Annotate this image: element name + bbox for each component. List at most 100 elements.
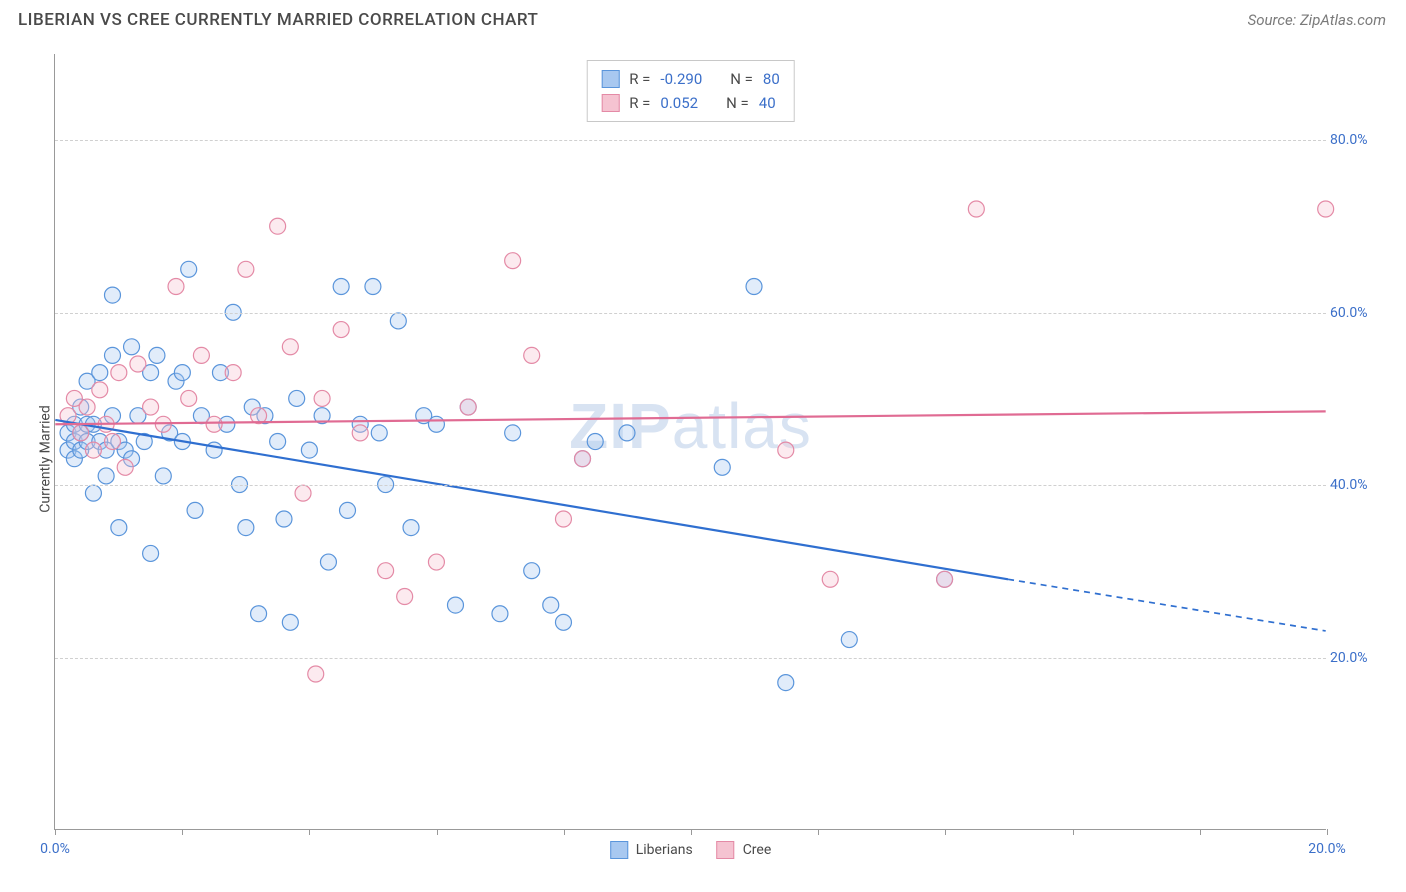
scatter-point xyxy=(251,606,267,622)
scatter-point xyxy=(289,390,305,406)
scatter-point xyxy=(73,425,89,441)
scatter-point xyxy=(543,597,559,613)
scatter-point xyxy=(124,339,140,355)
scatter-point xyxy=(111,365,127,381)
scatter-point xyxy=(295,485,311,501)
scatter-point xyxy=(85,485,101,501)
scatter-point xyxy=(619,425,635,441)
r-value: 0.052 xyxy=(660,91,698,115)
scatter-point xyxy=(301,442,317,458)
scatter-point xyxy=(270,218,286,234)
scatter-point xyxy=(333,322,349,338)
scatter-point xyxy=(524,347,540,363)
y-axis-label: Currently Married xyxy=(38,405,54,512)
scatter-point xyxy=(746,279,762,295)
x-tick xyxy=(945,829,946,835)
legend-series: Liberians Cree xyxy=(610,841,772,859)
scatter-point xyxy=(155,468,171,484)
scatter-point xyxy=(308,666,324,682)
scatter-point xyxy=(130,356,146,372)
gridline xyxy=(55,485,1326,486)
n-label: N = xyxy=(726,91,749,115)
scatter-point xyxy=(111,520,127,536)
legend-series-label: Cree xyxy=(743,842,772,858)
y-tick-label: 80.0% xyxy=(1330,132,1382,148)
scatter-point xyxy=(340,502,356,518)
scatter-point xyxy=(587,434,603,450)
scatter-point xyxy=(314,390,330,406)
scatter-point xyxy=(460,399,476,415)
legend-series-label: Liberians xyxy=(636,842,693,858)
scatter-point xyxy=(181,390,197,406)
scatter-point xyxy=(168,279,184,295)
x-tick xyxy=(691,829,692,835)
legend-series-item: Cree xyxy=(717,841,772,859)
n-label: N = xyxy=(730,67,753,91)
scatter-point xyxy=(85,442,101,458)
gridline xyxy=(55,658,1326,659)
scatter-point xyxy=(143,399,159,415)
trend-line xyxy=(55,411,1325,424)
scatter-point xyxy=(492,606,508,622)
legend-swatch xyxy=(601,94,619,112)
scatter-point xyxy=(371,425,387,441)
trend-line-dashed xyxy=(1008,579,1326,631)
x-tick-label: 0.0% xyxy=(40,841,70,857)
scatter-point xyxy=(143,545,159,561)
x-tick xyxy=(564,829,565,835)
legend-stat-row: R = 0.052N =40 xyxy=(601,91,780,115)
scatter-point xyxy=(505,425,521,441)
scatter-point xyxy=(225,365,241,381)
y-tick-label: 40.0% xyxy=(1330,477,1382,493)
x-tick xyxy=(1200,829,1201,835)
scatter-svg xyxy=(55,54,1326,829)
scatter-point xyxy=(270,434,286,450)
scatter-point xyxy=(524,563,540,579)
x-tick xyxy=(55,829,56,835)
scatter-point xyxy=(937,571,953,587)
x-tick xyxy=(1073,829,1074,835)
scatter-point xyxy=(397,589,413,605)
plot-area: ZIPatlas R =-0.290N =80R = 0.052N =40 Li… xyxy=(54,54,1326,830)
scatter-point xyxy=(238,520,254,536)
scatter-point xyxy=(92,365,108,381)
x-tick xyxy=(182,829,183,835)
scatter-point xyxy=(378,563,394,579)
legend-swatch xyxy=(717,841,735,859)
scatter-point xyxy=(282,614,298,630)
scatter-point xyxy=(403,520,419,536)
x-tick xyxy=(818,829,819,835)
y-tick-label: 60.0% xyxy=(1330,305,1382,321)
scatter-point xyxy=(352,425,368,441)
scatter-point xyxy=(575,451,591,467)
n-value: 40 xyxy=(759,91,776,115)
scatter-point xyxy=(841,632,857,648)
scatter-point xyxy=(193,347,209,363)
scatter-point xyxy=(320,554,336,570)
legend-series-item: Liberians xyxy=(610,841,693,859)
scatter-point xyxy=(505,253,521,269)
scatter-point xyxy=(714,459,730,475)
scatter-point xyxy=(238,261,254,277)
scatter-point xyxy=(447,597,463,613)
scatter-point xyxy=(79,399,95,415)
scatter-point xyxy=(98,468,114,484)
r-label: R = xyxy=(629,67,650,91)
scatter-point xyxy=(365,279,381,295)
scatter-point xyxy=(428,554,444,570)
legend-stat-row: R =-0.290N =80 xyxy=(601,67,780,91)
chart-header: LIBERIAN VS CREE CURRENTLY MARRIED CORRE… xyxy=(0,0,1406,38)
scatter-point xyxy=(149,347,165,363)
n-value: 80 xyxy=(763,67,780,91)
scatter-point xyxy=(276,511,292,527)
x-tick xyxy=(1327,829,1328,835)
legend-swatch xyxy=(601,70,619,88)
gridline xyxy=(55,140,1326,141)
x-tick-label: 20.0% xyxy=(1308,841,1346,857)
scatter-point xyxy=(282,339,298,355)
legend-stats: R =-0.290N =80R = 0.052N =40 xyxy=(586,60,795,122)
scatter-point xyxy=(181,261,197,277)
scatter-point xyxy=(822,571,838,587)
x-tick xyxy=(309,829,310,835)
scatter-point xyxy=(206,416,222,432)
